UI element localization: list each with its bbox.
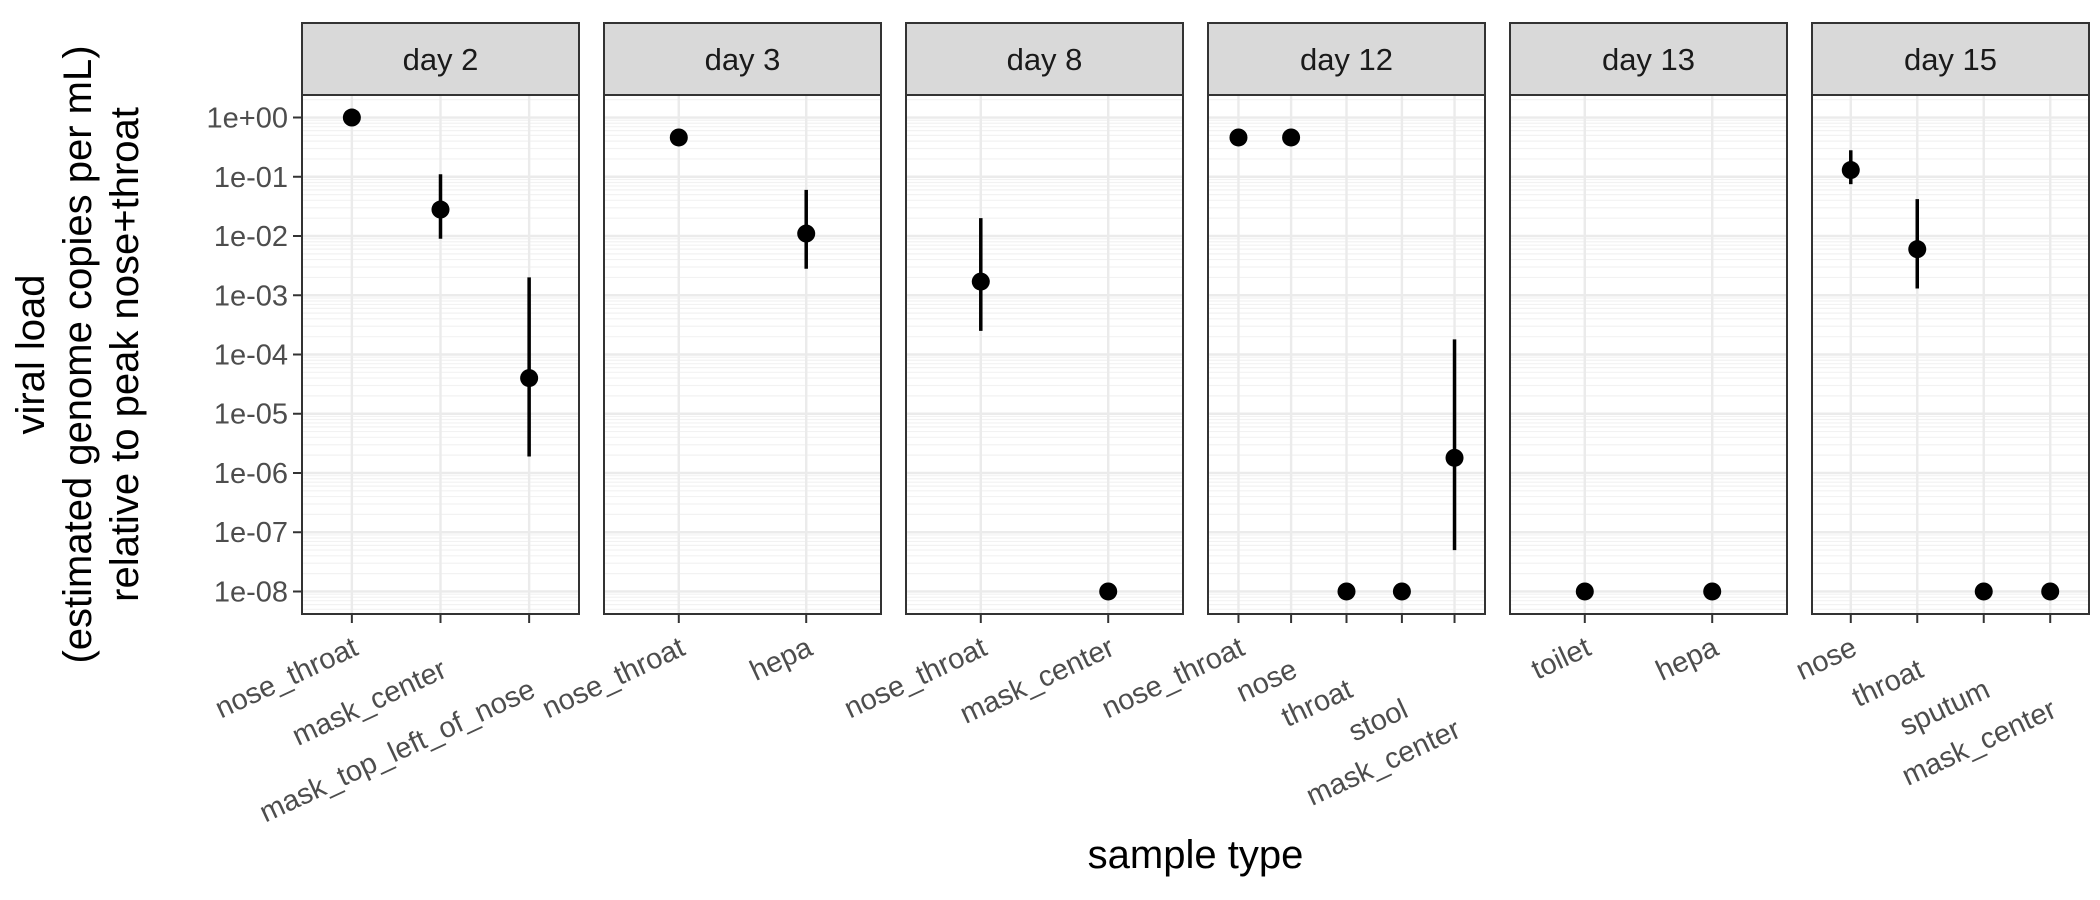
data-point <box>342 108 361 127</box>
y-tick-label: 1e-06 <box>214 458 288 490</box>
facet-strip-label: day 15 <box>1904 42 1997 77</box>
data-point <box>2041 582 2060 601</box>
y-tick-label: 1e-03 <box>214 280 288 312</box>
y-axis-title-line: viral load <box>9 274 53 434</box>
y-tick-label: 1e+00 <box>207 103 288 135</box>
y-tick-label: 1e-04 <box>214 340 288 372</box>
facet-strip-label: day 8 <box>1007 42 1083 77</box>
y-tick-label: 1e-01 <box>214 162 288 194</box>
data-point <box>1229 128 1248 147</box>
x-tick-label: nose <box>1791 631 1862 687</box>
facet-strip <box>1811 22 2090 96</box>
x-axis-title: sample type <box>1088 833 1304 877</box>
y-tick-label: 1e-02 <box>214 221 288 253</box>
x-tick-label: hepa <box>1651 631 1724 688</box>
data-point <box>431 200 450 219</box>
facet-strip-label: day 12 <box>1300 42 1393 77</box>
y-tick-label: 1e-07 <box>214 517 288 549</box>
data-point <box>1703 582 1722 601</box>
facet-strip-label: day 13 <box>1602 42 1695 77</box>
facet-strip-label: day 2 <box>403 42 479 77</box>
data-point <box>520 369 539 388</box>
x-tick-label: toilet <box>1527 631 1596 686</box>
data-point <box>669 128 688 147</box>
data-point <box>971 272 990 291</box>
data-point <box>797 224 816 243</box>
facet-strip <box>1509 22 1788 96</box>
y-axis-title-line: relative to peak nose+throat <box>103 107 147 602</box>
y-axis-title-line: (estimated genome copies per mL) <box>56 45 100 663</box>
data-point <box>1337 582 1356 601</box>
data-point <box>1575 582 1594 601</box>
x-tick-label: nose_throat <box>1097 631 1249 725</box>
facet-strip <box>603 22 882 96</box>
data-point <box>1841 161 1860 180</box>
x-tick-label: nose_throat <box>537 631 689 725</box>
data-point <box>1908 240 1927 259</box>
data-point <box>1445 448 1464 467</box>
facet-strip-label: day 3 <box>705 42 781 77</box>
facet-strip <box>1207 22 1486 96</box>
data-point <box>1392 582 1411 601</box>
y-tick-label: 1e-05 <box>214 399 288 431</box>
data-point <box>1282 128 1301 147</box>
facet-strip <box>905 22 1184 96</box>
facet-strip <box>301 22 580 96</box>
data-point <box>1099 582 1118 601</box>
y-tick-label: 1e-08 <box>214 576 288 608</box>
data-point <box>1974 582 1993 601</box>
x-tick-label: hepa <box>745 631 818 688</box>
